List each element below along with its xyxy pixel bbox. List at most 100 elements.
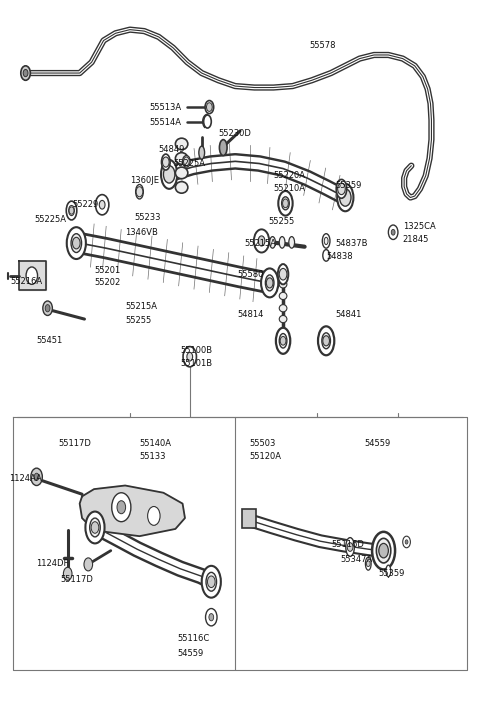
Circle shape [21,66,30,80]
Text: 55215A: 55215A [245,239,277,248]
Circle shape [34,473,39,481]
Circle shape [96,194,109,215]
Text: 55233: 55233 [135,213,161,223]
Text: 55255: 55255 [269,217,295,226]
Circle shape [72,237,80,249]
Circle shape [84,558,93,571]
Text: 55230D: 55230D [218,129,252,138]
Circle shape [205,608,217,626]
Ellipse shape [85,512,105,544]
Circle shape [366,560,370,566]
Circle shape [209,613,214,621]
Circle shape [279,268,287,280]
Circle shape [99,200,105,209]
Ellipse shape [365,557,371,570]
Circle shape [183,347,196,367]
Circle shape [23,70,28,77]
Text: 54559: 54559 [178,649,204,658]
Text: 55215A: 55215A [125,302,157,310]
Ellipse shape [199,146,204,160]
Ellipse shape [323,249,329,261]
Ellipse shape [175,138,188,150]
Text: 55451: 55451 [36,336,63,345]
Ellipse shape [322,333,330,349]
Text: 55116C: 55116C [178,634,210,643]
Ellipse shape [278,264,288,284]
Text: 55100B: 55100B [180,347,212,355]
Text: 54849: 54849 [158,144,185,154]
Circle shape [163,166,175,183]
Text: 55220A: 55220A [274,171,305,181]
Circle shape [283,199,288,207]
Ellipse shape [161,154,170,170]
Text: 55580: 55580 [238,270,264,278]
Text: 55514A: 55514A [149,117,181,127]
Circle shape [112,493,131,522]
Circle shape [91,522,99,534]
Text: 55116D: 55116D [331,540,364,550]
Ellipse shape [204,115,211,128]
Ellipse shape [175,167,188,178]
Ellipse shape [205,101,214,114]
Ellipse shape [161,160,177,188]
Ellipse shape [279,315,287,323]
Text: 55120A: 55120A [250,452,282,461]
Polygon shape [80,486,185,536]
Circle shape [187,352,192,361]
Circle shape [162,157,169,167]
Circle shape [339,188,351,206]
Text: 54838: 54838 [326,252,353,260]
Ellipse shape [376,539,391,563]
Circle shape [403,536,410,548]
Text: 55210A: 55210A [274,184,305,194]
Circle shape [347,543,353,552]
Ellipse shape [66,201,77,220]
Circle shape [280,336,286,345]
Circle shape [31,468,42,486]
Ellipse shape [289,236,295,248]
Text: 54837B: 54837B [336,239,368,248]
Ellipse shape [318,326,334,355]
Bar [242,510,256,529]
Ellipse shape [71,233,82,252]
Text: 1346VB: 1346VB [125,228,158,237]
Circle shape [69,207,74,214]
Circle shape [43,301,52,315]
Text: 54559: 54559 [364,439,391,448]
Ellipse shape [386,565,391,576]
Circle shape [136,186,143,196]
Ellipse shape [278,191,293,215]
Text: 55202: 55202 [94,278,120,287]
Circle shape [254,229,269,252]
Ellipse shape [69,205,74,215]
Text: 1360JE: 1360JE [130,175,159,185]
Text: 55140A: 55140A [140,439,171,448]
Text: 55578: 55578 [310,41,336,50]
Circle shape [117,501,126,514]
Text: 55101B: 55101B [180,360,212,368]
Text: 55359: 55359 [379,569,405,579]
Text: 1325CA: 1325CA [403,222,435,231]
Circle shape [337,183,345,194]
Text: 55225A: 55225A [173,159,205,168]
Ellipse shape [279,292,287,299]
Ellipse shape [270,236,276,248]
Text: 55225A: 55225A [34,215,66,224]
Circle shape [323,336,329,346]
Text: 55347A: 55347A [340,555,373,564]
Circle shape [207,576,215,587]
Circle shape [183,157,189,166]
Circle shape [388,225,398,239]
Circle shape [26,267,37,284]
Text: 55117D: 55117D [58,439,91,448]
Ellipse shape [324,237,328,244]
Ellipse shape [279,304,287,312]
Text: 1124DF: 1124DF [36,559,69,568]
Text: 55229: 55229 [72,200,99,210]
Ellipse shape [219,140,227,156]
Circle shape [206,103,212,112]
Ellipse shape [282,196,289,210]
Ellipse shape [279,334,287,348]
Ellipse shape [67,227,86,259]
Circle shape [266,278,273,288]
